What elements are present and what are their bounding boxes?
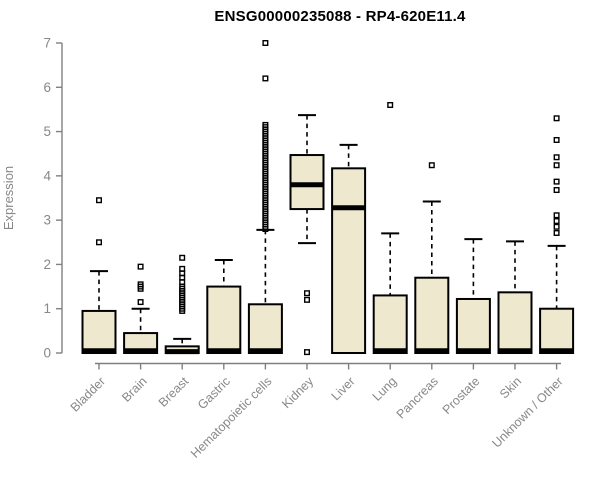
x-tick-label: Lung — [370, 374, 400, 404]
outlier-point — [137, 281, 144, 288]
x-tick-label: Hematopoietic cells — [188, 374, 275, 461]
outlier-point — [428, 162, 435, 169]
outlier-point — [179, 265, 186, 272]
x-tick-label: Brain — [119, 374, 150, 405]
y-tick-label: 7 — [43, 36, 51, 51]
outlier-point — [304, 296, 311, 303]
outlier-point — [137, 299, 144, 306]
y-tick-label: 0 — [43, 346, 51, 361]
x-tick-label: Prostate — [440, 374, 483, 417]
y-tick-label: 2 — [43, 257, 51, 272]
outlier-point — [553, 162, 560, 169]
box-lung — [372, 294, 408, 354]
x-tick-label: Breast — [156, 374, 192, 410]
outlier-point — [262, 40, 269, 47]
box-hematopoietic-cells — [247, 303, 283, 354]
x-tick-label: Gastric — [195, 374, 233, 412]
outlier-point — [553, 154, 560, 161]
outlier-point — [553, 229, 560, 236]
y-tick-label: 5 — [43, 124, 51, 139]
box-pancreas — [414, 276, 450, 355]
outlier-point — [262, 121, 269, 128]
box-unknown-other — [539, 307, 575, 355]
y-tick-label: 6 — [43, 80, 51, 95]
outlier-point — [262, 75, 269, 82]
outlier-point — [95, 197, 102, 204]
outlier-point — [179, 254, 186, 261]
outlier-point — [553, 187, 560, 194]
box-gastric — [206, 285, 242, 355]
outlier-point — [95, 239, 102, 246]
outlier-point — [304, 290, 311, 297]
outlier-point — [553, 223, 560, 230]
box-liver — [331, 167, 367, 354]
box-kidney — [289, 154, 325, 211]
outlier-point — [553, 212, 560, 219]
chart-title: ENSG00000235088 - RP4-620E11.4 — [214, 8, 466, 25]
outlier-point — [137, 263, 144, 270]
x-tick-label: Unknown / Other — [489, 374, 565, 450]
box-prostate — [455, 297, 491, 355]
y-tick-label: 4 — [43, 168, 51, 183]
x-tick-label: Skin — [497, 374, 524, 401]
x-tick-label: Liver — [329, 374, 358, 403]
box-bladder — [81, 309, 117, 354]
box-skin — [497, 291, 533, 355]
x-tick-label: Kidney — [279, 374, 316, 411]
outlier-point — [304, 349, 311, 356]
x-tick-label: Bladder — [68, 374, 108, 414]
x-tick-label: Pancreas — [394, 374, 441, 421]
y-tick-label: 1 — [43, 301, 51, 316]
outlier-point — [553, 136, 560, 143]
outlier-point — [553, 115, 560, 122]
outlier-point — [553, 178, 560, 185]
outlier-point — [553, 218, 560, 225]
y-tick-label: 3 — [43, 213, 51, 228]
outlier-point — [387, 101, 394, 108]
